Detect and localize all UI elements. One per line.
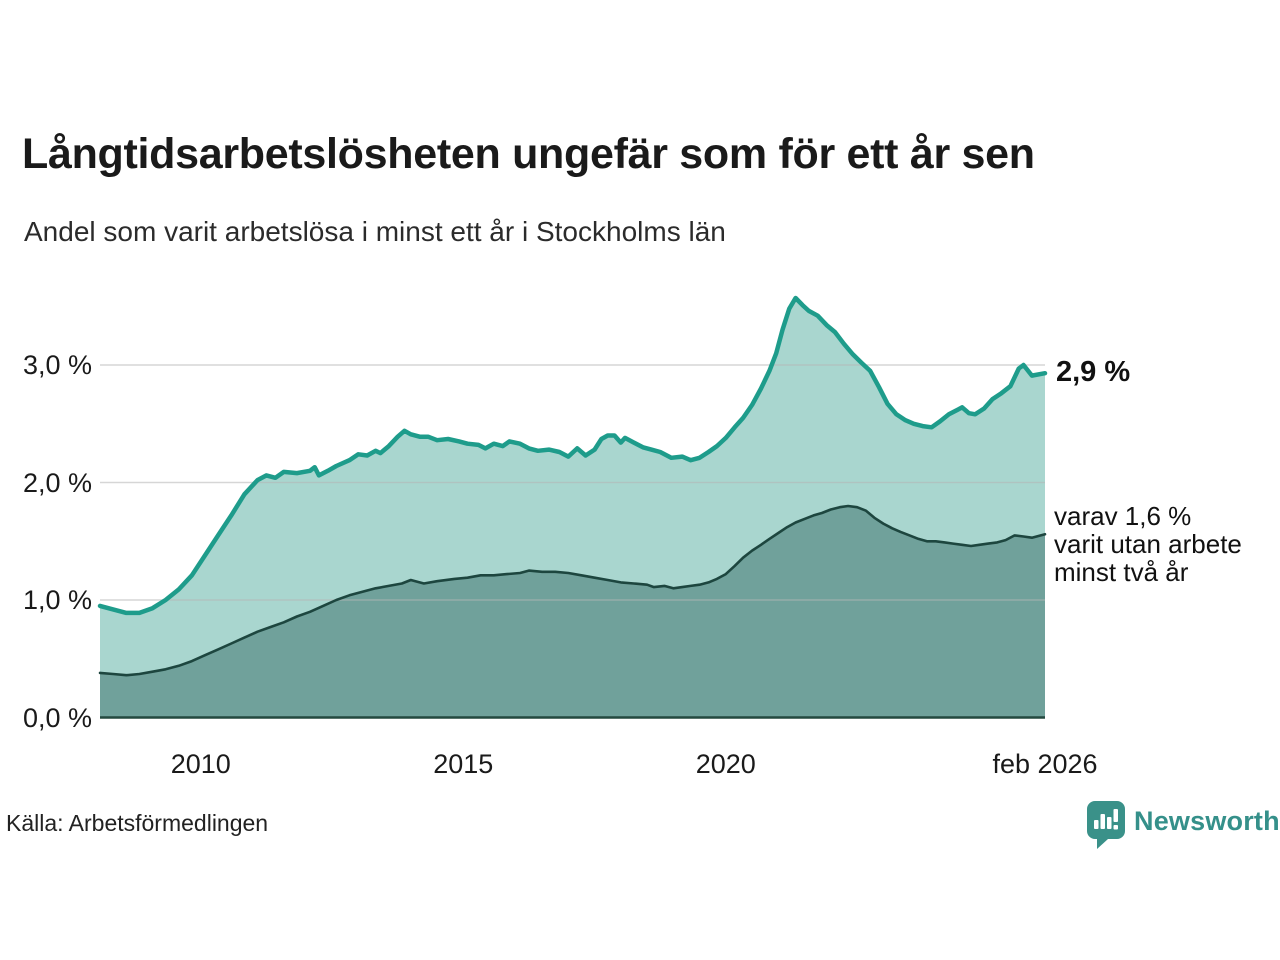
subseries-annotation-line1: varav 1,6 % <box>1054 501 1192 531</box>
y-axis-tick-label: 1,0 % <box>22 585 92 615</box>
x-axis-tick-label: 2010 <box>170 749 231 779</box>
two-year-line <box>98 504 1047 677</box>
x-axis-tick-label: feb 2026 <box>992 749 1098 779</box>
newsworthy-logo-icon <box>1087 801 1125 849</box>
latest-value-annotation: 2,9 % <box>1056 356 1131 388</box>
source-credit: Källa: Arbetsförmedlingen <box>6 810 269 836</box>
y-axis-tick-label: 3,0 % <box>22 350 92 380</box>
subseries-annotation: varav 1,6 % varit utan arbete minst två … <box>1054 502 1242 586</box>
y-axis-tick-label: 0,0 % <box>22 702 92 733</box>
newsworthy-logo: Newsworthy <box>1087 801 1280 849</box>
two-year-area-fill <box>100 506 1045 718</box>
subseries-annotation-line2: varit utan arbete <box>1054 529 1242 559</box>
page-title: Långtidsarbetslösheten ungefär som för e… <box>22 130 1035 178</box>
subseries-annotation-line3: minst två år <box>1054 557 1189 587</box>
newsworthy-logo-text: Newsworthy <box>1134 806 1280 836</box>
page-subtitle: Andel som varit arbetslösa i minst ett å… <box>24 216 726 247</box>
total-line <box>97 295 1048 616</box>
x-axis-tick-label: 2015 <box>433 749 494 779</box>
x-axis-tick-label: 2020 <box>695 749 756 779</box>
y-axis-tick-label: 2,0 % <box>22 467 92 498</box>
